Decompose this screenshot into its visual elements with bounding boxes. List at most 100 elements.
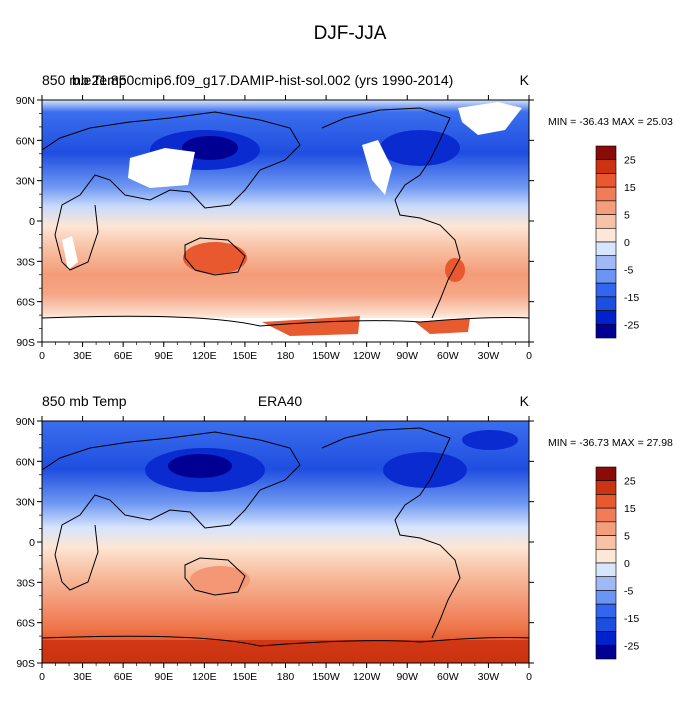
- bottom-colorbar-swatch: [595, 521, 617, 536]
- bottom-colorbar-swatch: [595, 548, 617, 564]
- bottom-colorbar-swatch: [595, 603, 617, 619]
- bottom-colorbar-label: -25: [624, 640, 639, 652]
- bottom-xtick-label: 30E: [73, 671, 92, 683]
- bottom-ytick-label: 90S: [16, 658, 35, 670]
- top-colorbar-swatch: [595, 159, 617, 174]
- top-colorbar-swatch: [595, 186, 617, 202]
- top-axes: 0 30E 60E 90E 120E 150E 180 150W 120W 90W 60W 30W 0 9…: [16, 95, 534, 362]
- top-colorbar-label: 25: [624, 155, 636, 167]
- top-colorbar-swatch: [595, 227, 617, 243]
- bottom-panel-units: K: [520, 393, 530, 409]
- top-ytick-label: 90S: [16, 337, 35, 349]
- bottom-panel: 850 mb Temp ERA40 K 0 30E 60E 90E 120E 150E 18…: [16, 393, 534, 683]
- bottom-cold-core-greenland: [462, 430, 518, 450]
- bottom-ytick-label: 0: [29, 537, 35, 549]
- bottom-stats: MIN = -36.73 MAX = 27.98: [548, 437, 673, 449]
- bottom-xtick-label: 0: [526, 671, 532, 683]
- bottom-colorbar-swatch: [595, 562, 617, 578]
- top-xtick-label: 120E: [192, 350, 217, 362]
- top-warm-samerica: [445, 258, 465, 282]
- top-xtick-label: 0: [526, 350, 532, 362]
- bottom-antarctica-warm: [42, 640, 529, 663]
- top-xtick-label: 30E: [73, 350, 92, 362]
- top-ytick-label: 30S: [16, 256, 35, 268]
- top-antarctica-warm-2: [415, 318, 470, 334]
- top-ytick-label: 60N: [16, 135, 35, 147]
- top-colorbar-label: 0: [624, 237, 630, 249]
- top-ytick-label: 0: [29, 216, 35, 228]
- top-mask-tibet: [128, 148, 195, 188]
- bottom-xtick-label: 30W: [478, 671, 500, 683]
- top-cold-core-siberia-inner: [182, 136, 238, 160]
- bottom-xtick-label: 180: [277, 671, 295, 683]
- top-xtick-label: 120W: [353, 350, 381, 362]
- bottom-warm-australia: [190, 566, 250, 594]
- bottom-xtick-label: 120W: [353, 671, 381, 683]
- top-xtick-label: 60E: [114, 350, 133, 362]
- top-ytick-label: 60S: [16, 297, 35, 309]
- top-colorbar-swatch: [595, 296, 617, 311]
- bottom-cold-core-namerica: [383, 452, 467, 488]
- top-ytick-label: 90N: [16, 95, 35, 107]
- bottom-colorbar-swatch: [595, 507, 617, 523]
- bottom-colorbar-group: MIN = -36.73 MAX = 27.98 25 15 5 0 -5 -15 -25: [548, 437, 673, 660]
- bottom-panel-center-title: ERA40: [258, 393, 303, 409]
- bottom-colorbar: 25 15 5 0 -5 -15 -25: [595, 466, 639, 660]
- bottom-colorbar-swatch: [595, 576, 617, 591]
- top-xtick-label: 180: [277, 350, 295, 362]
- bottom-colorbar-swatch: [595, 480, 617, 495]
- bottom-colorbar-swatch: [595, 644, 617, 660]
- bottom-colorbar-label: 5: [624, 531, 630, 543]
- top-colorbar-swatch: [595, 214, 617, 229]
- bottom-colorbar-swatch: [595, 617, 617, 632]
- bottom-colorbar-swatch: [595, 466, 617, 482]
- top-colorbar-swatch: [595, 282, 617, 298]
- top-coastlines: [42, 107, 529, 327]
- top-cold-core-namerica: [380, 130, 460, 166]
- bottom-xtick-label: 120E: [192, 671, 217, 683]
- bottom-xtick-label: 150E: [233, 671, 258, 683]
- top-xtick-label: 150W: [312, 350, 340, 362]
- bottom-colorbar-swatch: [595, 590, 617, 605]
- top-panel-left-title: 850 mb Temp: [42, 72, 127, 88]
- bottom-colorbar-label: 0: [624, 558, 630, 570]
- top-xtick-label: 90W: [396, 350, 418, 362]
- top-colorbar-label: -25: [624, 319, 639, 331]
- top-colorbar-swatch: [595, 310, 617, 325]
- bottom-colorbar-label: -15: [624, 613, 639, 625]
- top-mask-africa: [62, 236, 78, 270]
- top-panel: 850 mb Temp b.e21.850cmip6.f09_g17.DAMIP…: [16, 72, 534, 362]
- bottom-xtick-label: 90W: [396, 671, 418, 683]
- bottom-ytick-label: 90N: [16, 416, 35, 428]
- bottom-xtick-label: 150W: [312, 671, 340, 683]
- top-colorbar-label: 15: [624, 182, 636, 194]
- bottom-field-background: [42, 421, 529, 663]
- top-mask-rockies: [362, 140, 392, 195]
- top-mask-greenland: [458, 102, 522, 135]
- top-xtick-label: 60W: [437, 350, 459, 362]
- top-colorbar-swatch: [595, 173, 617, 188]
- bottom-colorbar-swatch: [595, 535, 617, 550]
- top-xtick-label: 30W: [478, 350, 500, 362]
- top-colorbar-swatch: [595, 145, 617, 161]
- top-colorbar-label: -5: [624, 264, 633, 276]
- top-colorbar-label: -15: [624, 292, 639, 304]
- top-xtick-label: 90E: [154, 350, 173, 362]
- bottom-xtick-label: 0: [39, 671, 45, 683]
- top-field-background: [42, 100, 529, 342]
- top-colorbar-swatch: [595, 269, 617, 284]
- bottom-colorbar-label: 25: [624, 476, 636, 488]
- bottom-axes: 0 30E 60E 90E 120E 150E 180 150W 120W 90W 60W 30W 09…: [16, 416, 534, 683]
- top-xtick-label: 150E: [233, 350, 258, 362]
- bottom-xtick-label: 60W: [437, 671, 459, 683]
- top-colorbar-label: 5: [624, 210, 630, 222]
- top-colorbar-swatch: [595, 323, 617, 339]
- bottom-xtick-label: 90E: [154, 671, 173, 683]
- top-panel-overlay-title: b.e21.850cmip6.f09_g17.DAMIP-hist-sol.00…: [72, 72, 453, 88]
- bottom-colorbar-label: -5: [624, 585, 633, 597]
- bottom-ytick-label: 60S: [16, 618, 35, 630]
- top-colorbar-swatch: [595, 255, 617, 270]
- top-stats: MIN = -36.43 MAX = 25.03: [548, 116, 673, 128]
